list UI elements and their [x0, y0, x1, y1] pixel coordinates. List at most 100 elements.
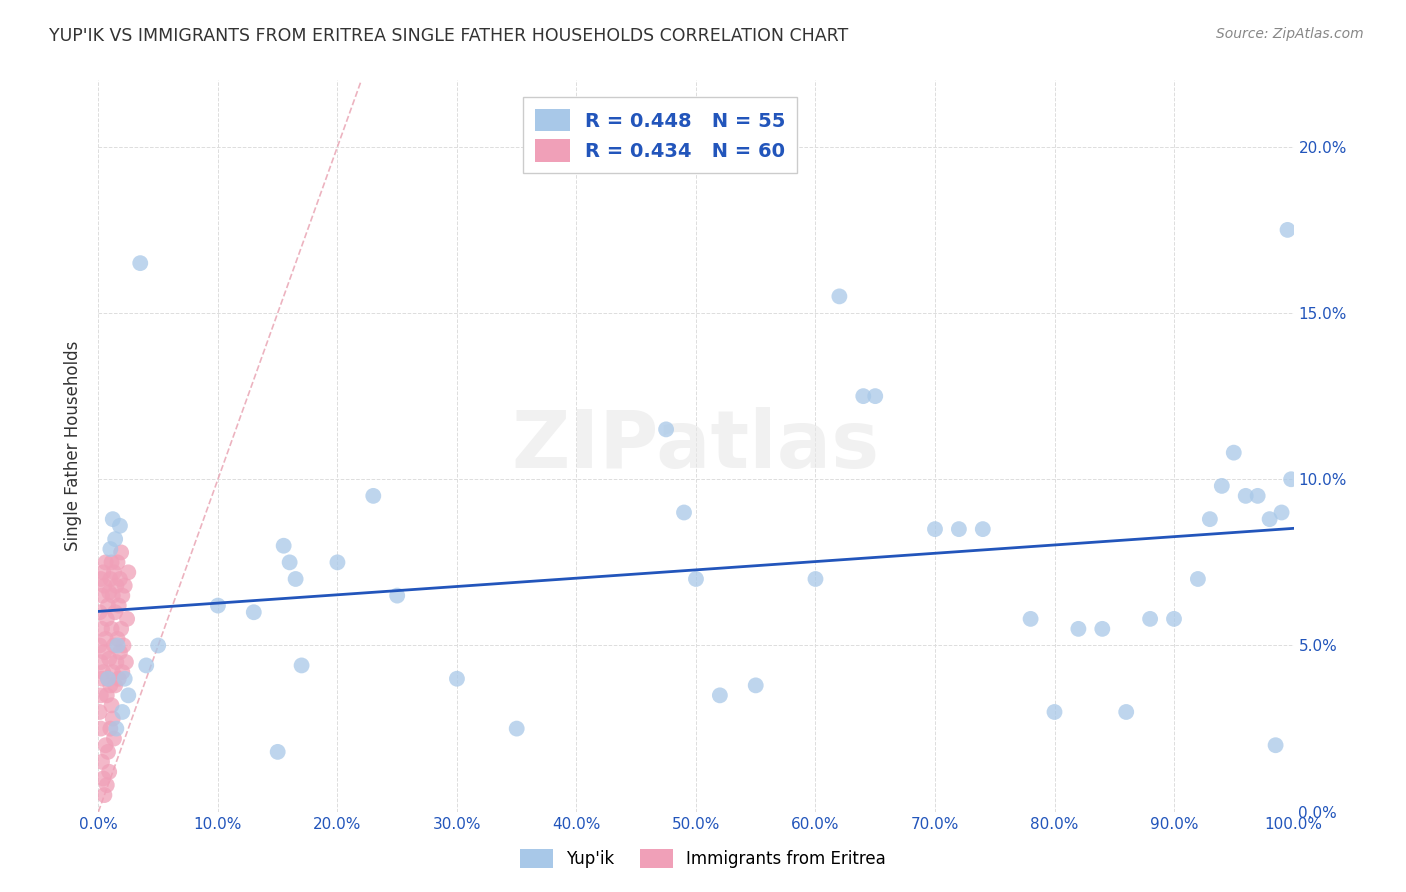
Point [107, 599, 129, 613]
Point [243, 605, 266, 619]
Text: ZIPatlas: ZIPatlas [512, 407, 880, 485]
Point [98, 572, 122, 586]
Point [1247, 489, 1270, 503]
Point [89, 605, 111, 619]
Point [110, 545, 132, 559]
Point [972, 522, 994, 536]
Point [506, 722, 529, 736]
Point [111, 589, 134, 603]
Point [709, 689, 731, 703]
Point [103, 639, 125, 653]
Point [97, 745, 120, 759]
Point [101, 512, 124, 526]
Point [105, 722, 128, 736]
Point [207, 599, 229, 613]
Point [685, 572, 707, 586]
Point [91, 772, 114, 786]
Legend: R = 0.448   N = 55, R = 0.434   N = 60: R = 0.448 N = 55, R = 0.434 N = 60 [523, 97, 797, 173]
Point [115, 655, 138, 669]
Point [100, 622, 122, 636]
Point [1277, 223, 1299, 237]
Point [1264, 738, 1286, 752]
Point [97, 672, 120, 686]
Point [97, 599, 120, 613]
Point [105, 655, 128, 669]
Point [93, 579, 115, 593]
Point [1279, 472, 1302, 486]
Point [924, 522, 946, 536]
Point [446, 672, 468, 686]
Point [96, 612, 118, 626]
Point [111, 665, 134, 679]
Legend: Yup'ik, Immigrants from Eritrea: Yup'ik, Immigrants from Eritrea [513, 842, 893, 875]
Point [104, 605, 127, 619]
Point [1067, 622, 1090, 636]
Point [97, 672, 120, 686]
Point [1163, 612, 1185, 626]
Point [1091, 622, 1114, 636]
Point [98, 678, 122, 692]
Point [1115, 705, 1137, 719]
Point [94, 632, 117, 646]
Point [98, 722, 122, 736]
Point [94, 555, 117, 569]
Point [107, 672, 129, 686]
Y-axis label: Single Father Households: Single Father Households [65, 341, 83, 551]
Point [273, 539, 295, 553]
Point [98, 585, 121, 599]
Point [90, 572, 112, 586]
Point [110, 622, 132, 636]
Point [103, 731, 125, 746]
Point [91, 566, 114, 580]
Point [89, 705, 111, 719]
Point [1019, 612, 1042, 626]
Point [91, 665, 114, 679]
Point [91, 755, 114, 769]
Point [326, 555, 349, 569]
Point [93, 788, 115, 802]
Point [828, 289, 851, 303]
Point [1223, 445, 1246, 459]
Point [107, 639, 129, 653]
Point [107, 555, 129, 569]
Point [91, 589, 114, 603]
Point [1187, 572, 1209, 586]
Point [90, 689, 112, 703]
Point [96, 689, 118, 703]
Text: Source: ZipAtlas.com: Source: ZipAtlas.com [1216, 27, 1364, 41]
Point [98, 764, 121, 779]
Point [852, 389, 875, 403]
Point [104, 532, 127, 546]
Point [98, 652, 121, 666]
Point [107, 632, 129, 646]
Point [135, 658, 157, 673]
Point [673, 506, 696, 520]
Point [89, 639, 111, 653]
Point [103, 566, 125, 580]
Point [117, 689, 139, 703]
Point [101, 712, 124, 726]
Point [1234, 489, 1257, 503]
Point [96, 778, 118, 792]
Point [1139, 612, 1161, 626]
Point [284, 572, 307, 586]
Point [94, 738, 117, 752]
Point [108, 572, 131, 586]
Point [148, 639, 170, 653]
Point [91, 672, 114, 686]
Point [363, 489, 385, 503]
Text: YUP'IK VS IMMIGRANTS FROM ERITREA SINGLE FATHER HOUSEHOLDS CORRELATION CHART: YUP'IK VS IMMIGRANTS FROM ERITREA SINGLE… [49, 27, 848, 45]
Point [948, 522, 970, 536]
Point [98, 542, 122, 557]
Point [90, 655, 112, 669]
Point [1199, 512, 1222, 526]
Point [865, 389, 887, 403]
Point [1271, 506, 1294, 520]
Point [804, 572, 827, 586]
Point [1258, 512, 1281, 526]
Point [101, 665, 124, 679]
Point [112, 639, 135, 653]
Point [117, 566, 139, 580]
Point [101, 589, 124, 603]
Point [111, 705, 134, 719]
